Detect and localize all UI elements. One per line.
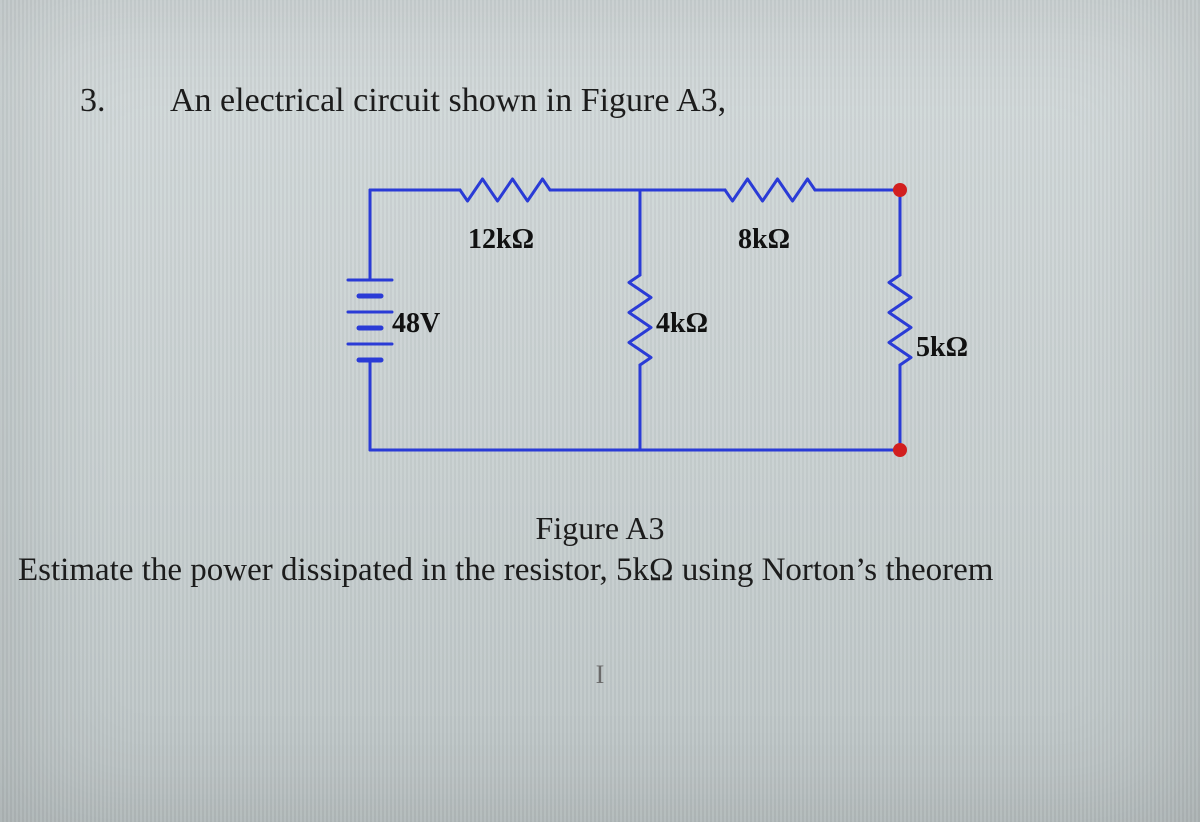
figure-caption: Figure A3	[0, 510, 1200, 547]
footer-mark: I	[0, 660, 1200, 690]
label-v1: 48V	[392, 308, 440, 340]
label-r4: 4kΩ	[656, 308, 708, 340]
label-r8: 8kΩ	[738, 224, 790, 256]
question-prompt: An electrical circuit shown in Figure A3…	[170, 82, 726, 120]
label-r5: 5kΩ	[916, 332, 968, 364]
page: 3. An electrical circuit shown in Figure…	[0, 0, 1200, 822]
label-r12: 12kΩ	[468, 224, 534, 256]
question-number: 3.	[80, 82, 106, 120]
question-instruction: Estimate the power dissipated in the res…	[18, 552, 993, 589]
